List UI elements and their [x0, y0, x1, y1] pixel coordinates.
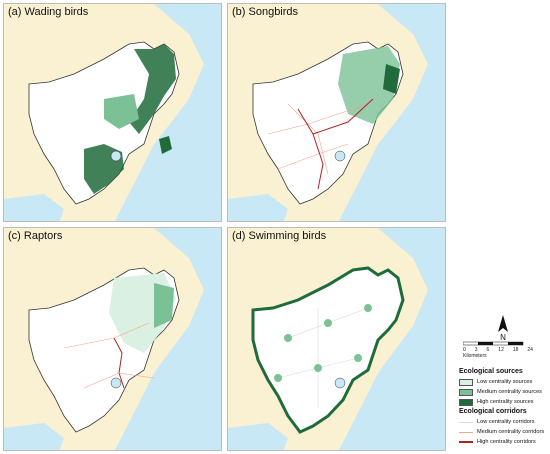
- panel-title: (a) Wading birds: [8, 6, 89, 18]
- scale-unit: Kilometers: [463, 353, 487, 359]
- scale-tick: 12: [498, 347, 504, 353]
- north-label: N: [500, 333, 506, 342]
- legend-item: Low centrality sources: [459, 377, 549, 387]
- legend-item: Medium centrality corridors: [459, 427, 549, 437]
- map-panel-swimming-birds: (d) Swimming birds: [227, 227, 446, 451]
- legend-item: High centrality sources: [459, 397, 549, 407]
- map-panel-wading-birds: (a) Wading birds: [3, 3, 222, 222]
- legend-title-sources: Ecological sources: [459, 368, 523, 375]
- legend-title-corridors: Ecological corridors: [459, 408, 527, 415]
- scale-tick: 3: [474, 347, 478, 353]
- scale-tick: 18: [512, 347, 519, 353]
- north-arrow-icon: N: [497, 315, 509, 342]
- legend-item: High centrality corridors: [459, 437, 549, 447]
- map-legend: Ecological sources Low centrality source…: [459, 367, 549, 447]
- panel-title: (c) Raptors: [8, 230, 63, 242]
- map-panel-songbirds: (b) Songbirds: [227, 3, 446, 222]
- map-svg: [4, 228, 221, 450]
- legend-item: Medium centrality sources: [459, 387, 549, 397]
- scale-tick: 0: [463, 347, 466, 353]
- scale-tick: 24: [527, 347, 533, 353]
- panel-title: (b) Songbirds: [232, 6, 299, 18]
- map-svg: [228, 228, 445, 450]
- map-panel-raptors: (c) Raptors: [3, 227, 222, 451]
- scale-tick: 6: [486, 347, 490, 353]
- map-svg: [4, 4, 221, 221]
- panel-title: (d) Swimming birds: [232, 230, 327, 242]
- scale-bar: 0 3 6 12 18 24 Kilometers: [463, 341, 549, 359]
- legend-item: Low centrality corridors: [459, 417, 549, 427]
- map-svg: [228, 4, 445, 221]
